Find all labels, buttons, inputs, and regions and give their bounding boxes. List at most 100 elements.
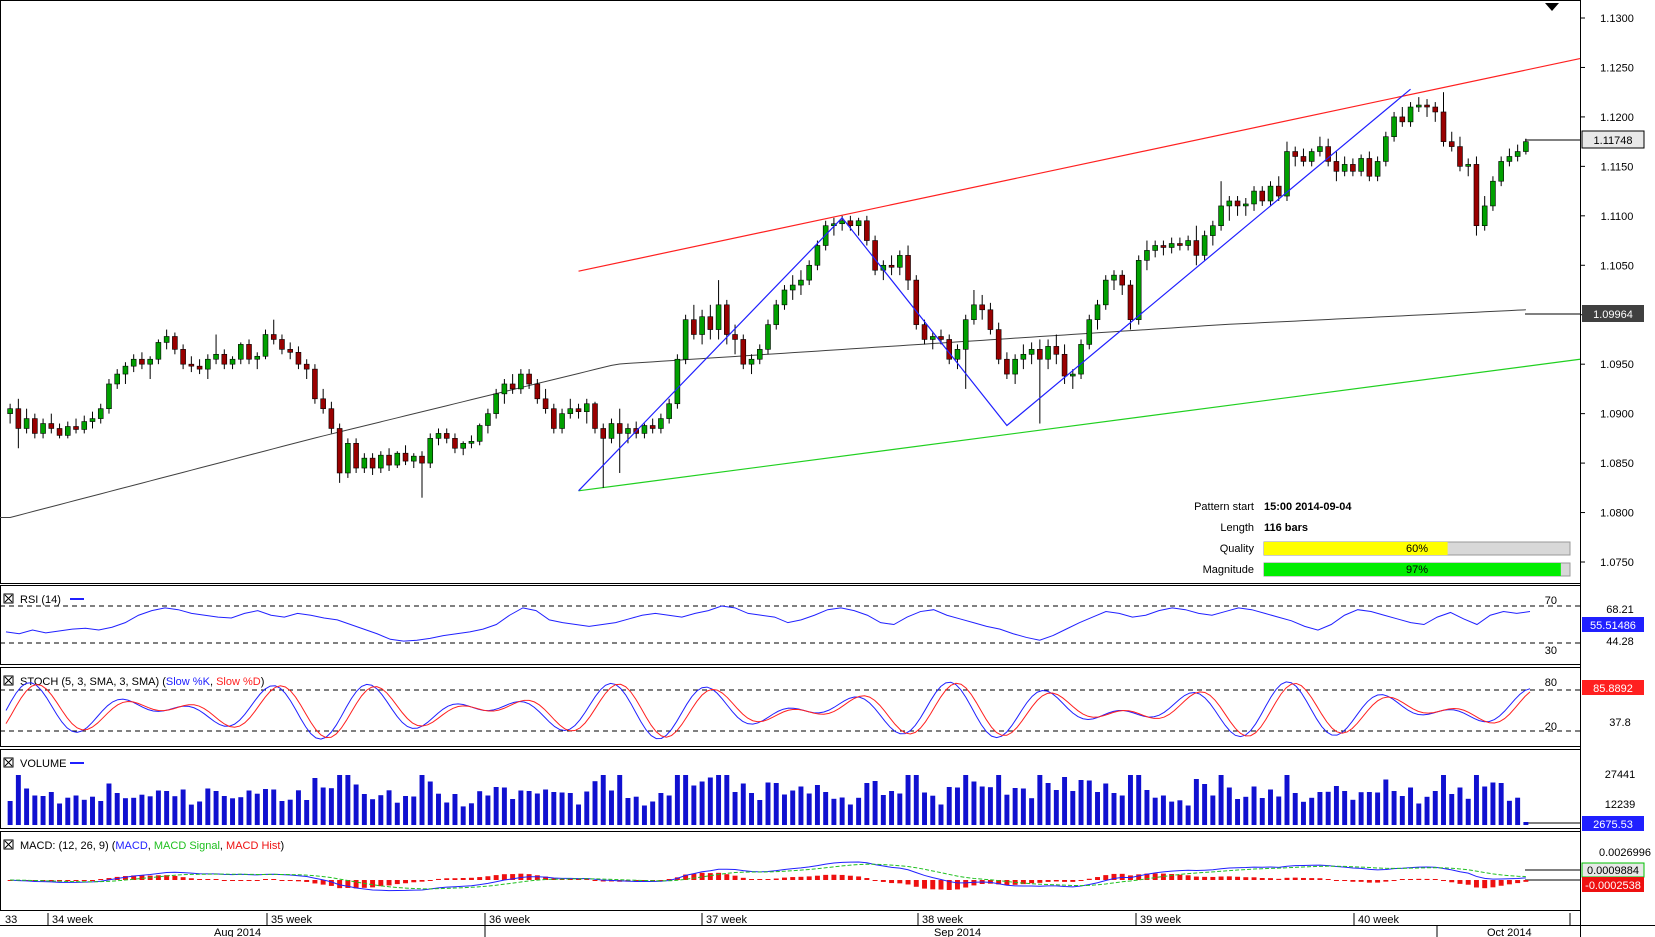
volume-bar: [1498, 783, 1504, 825]
candle-body: [1094, 304, 1101, 320]
volume-bar: [543, 789, 549, 825]
candle: [229, 356, 236, 370]
candle-body: [1061, 353, 1068, 377]
candle: [493, 388, 499, 419]
macd-hist-bar: [1441, 880, 1446, 881]
volume-bar: [180, 789, 186, 825]
volume-bar: [1441, 775, 1446, 825]
volume-bar: [1399, 796, 1405, 825]
candle-body: [460, 443, 466, 449]
candle-body: [1028, 349, 1035, 355]
candle: [130, 354, 137, 373]
candle: [806, 260, 812, 286]
price-panel: [0, 0, 1581, 584]
candle: [1350, 158, 1356, 177]
candle-body: [1366, 158, 1373, 177]
month-label-aug: Aug 2014: [214, 927, 261, 937]
week-label-34: 34 week: [52, 914, 93, 926]
candle: [773, 299, 780, 330]
candle-body: [1498, 161, 1504, 182]
candle-body: [674, 358, 681, 405]
candle: [411, 453, 417, 469]
macd-hist-bar: [304, 880, 310, 882]
week-label-37: 37 week: [706, 914, 747, 926]
candle-body: [73, 426, 79, 430]
volume-bar: [155, 790, 161, 825]
candle-body: [806, 264, 812, 281]
macd-hist-bar: [1416, 878, 1422, 880]
macd-hist-bar: [345, 880, 351, 888]
candle-body: [1284, 151, 1290, 197]
macd-hist-bar: [905, 880, 911, 885]
macd-hist-bar: [106, 878, 112, 880]
macd-hist-bar: [1004, 880, 1010, 886]
macd-hist-bar: [353, 880, 359, 889]
macd-hist-bar: [238, 880, 244, 881]
candle: [1284, 141, 1290, 201]
candle-body: [814, 245, 821, 266]
candle-body: [938, 336, 944, 340]
candle-body: [954, 349, 961, 360]
volume-bar: [1358, 792, 1364, 825]
volume-bar: [1037, 775, 1043, 825]
candle: [23, 408, 30, 434]
candle: [1457, 136, 1463, 172]
candle-body: [666, 403, 672, 419]
candle: [1259, 186, 1266, 206]
macd-hist-bar: [1218, 876, 1224, 880]
candle-body: [1399, 116, 1406, 123]
candle-body: [1300, 156, 1307, 162]
price-tick-label: 1.1150: [1601, 161, 1634, 173]
candle-body: [979, 304, 985, 311]
candle: [1317, 136, 1323, 157]
week-label-40: 40 week: [1358, 914, 1399, 926]
candle-body: [526, 373, 532, 385]
volume-bar: [510, 799, 516, 825]
week-label-35: 35 week: [271, 914, 312, 926]
macd-hist-bar: [1177, 874, 1183, 880]
candle-body: [1168, 243, 1175, 248]
scroll-end-icon[interactable]: [1545, 3, 1559, 11]
quality-bar-fill: [1264, 542, 1448, 555]
volume-bar: [922, 792, 927, 825]
candle-body: [419, 455, 425, 464]
candle-body: [1448, 141, 1455, 147]
candle: [1177, 237, 1183, 251]
macd-hist-bar: [864, 878, 870, 880]
candle-body: [443, 433, 450, 439]
candle-body: [1317, 146, 1323, 152]
candle-body: [411, 455, 417, 462]
macd-hist-bar: [1350, 880, 1356, 882]
candle-body: [1037, 349, 1043, 360]
ma-value-label: 1.09964: [1593, 309, 1633, 321]
volume-bar: [345, 775, 351, 825]
volume-bar: [559, 792, 565, 825]
macd-hist-bar: [436, 878, 441, 880]
candle-body: [139, 358, 145, 365]
macd-hist-bar: [798, 876, 804, 880]
candle-body: [1012, 358, 1018, 375]
candle: [1160, 240, 1167, 256]
volume-bar: [847, 804, 853, 825]
volume-bar: [1482, 786, 1488, 825]
candle: [1037, 339, 1043, 424]
candle-body: [172, 336, 178, 350]
candle-body: [402, 452, 409, 462]
macd-hist-bar: [1144, 873, 1150, 880]
volume-bar: [1284, 775, 1290, 825]
candle: [1416, 97, 1422, 112]
volume-bar: [1408, 787, 1414, 825]
candle-body: [971, 304, 977, 320]
candle-body: [369, 457, 376, 469]
macd-hist-bar: [1078, 880, 1084, 881]
volume-bar: [188, 804, 194, 825]
volume-bar: [1193, 779, 1199, 825]
volume-bar: [320, 787, 326, 825]
candle: [1514, 144, 1521, 162]
candle-body: [1308, 151, 1315, 162]
candle: [1333, 151, 1340, 182]
volume-bar: [485, 795, 491, 825]
candle-body: [81, 421, 88, 430]
candle-body: [205, 358, 211, 370]
candle: [509, 374, 516, 394]
